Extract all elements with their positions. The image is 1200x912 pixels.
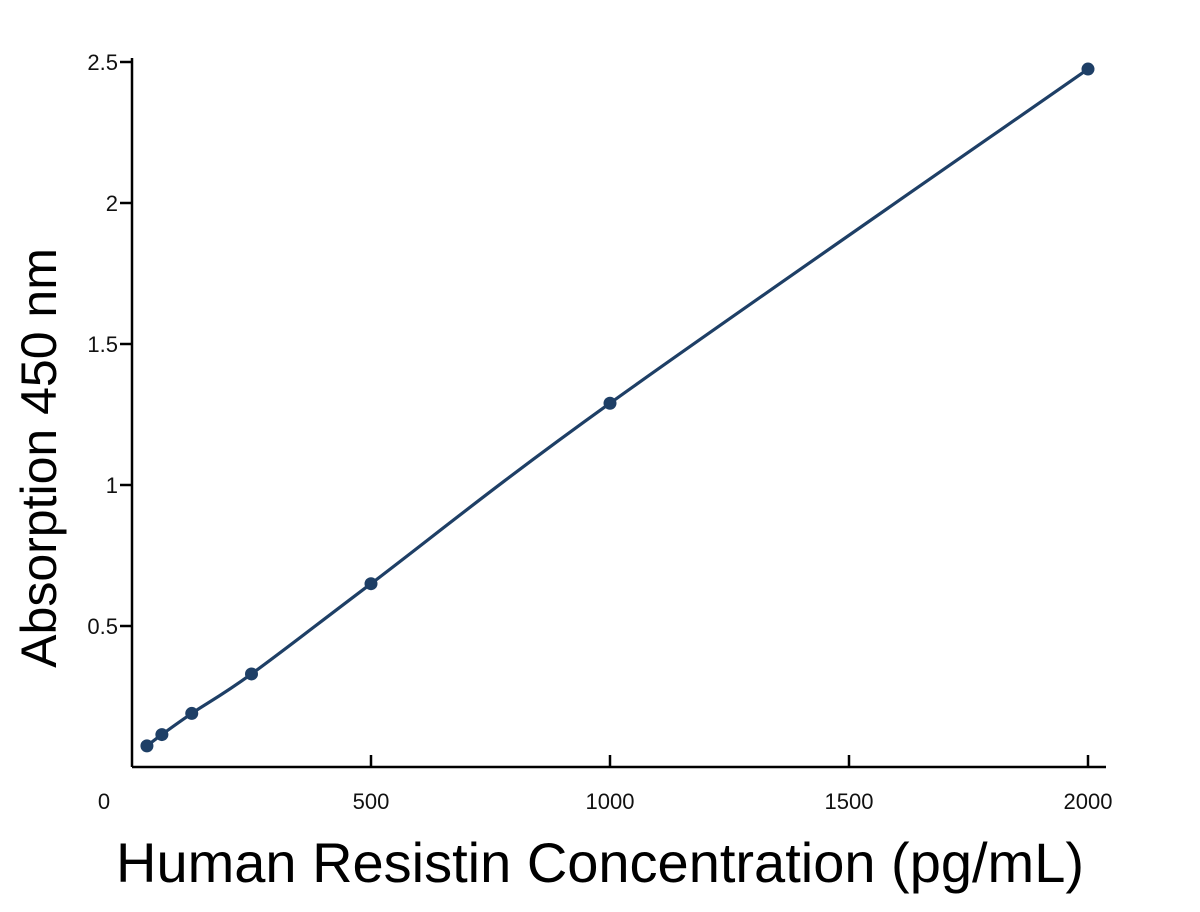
x-tick-label: 1500 [825, 789, 874, 814]
y-tick-label: 0.5 [87, 614, 118, 639]
y-tick-label: 2 [106, 191, 118, 216]
data-point [603, 396, 617, 410]
x-axis-ticks: 0 500 1000 1500 2000 [98, 755, 1113, 814]
x-tick-label: 2000 [1064, 789, 1113, 814]
data-point [1081, 62, 1095, 76]
x-tick-label: 500 [353, 789, 390, 814]
y-tick-label: 1 [106, 473, 118, 498]
x-tick-label: 1000 [586, 789, 635, 814]
data-point [185, 706, 199, 720]
y-tick-label: 2.5 [87, 50, 118, 75]
axes [130, 58, 1106, 769]
data-point [245, 667, 258, 681]
data-point [155, 728, 169, 742]
data-point [140, 739, 154, 753]
y-tick-label: 1.5 [87, 332, 118, 357]
x-tick-label: 0 [98, 789, 110, 814]
y-axis-ticks: 0.5 1 1.5 2 2.5 [87, 50, 132, 639]
y-axis-title: Absorption 450 nm [11, 248, 67, 668]
x-axis-title: Human Resistin Concentration (pg/mL) [116, 831, 1084, 894]
data-point [364, 577, 378, 591]
series-layer [140, 62, 1095, 753]
series-line [145, 67, 1090, 748]
